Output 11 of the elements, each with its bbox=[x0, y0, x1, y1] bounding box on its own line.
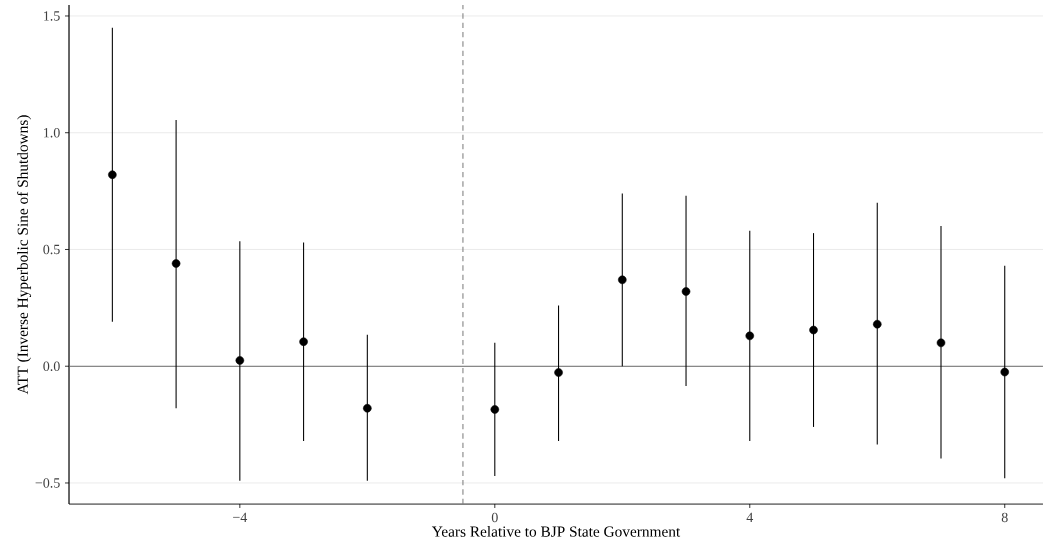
x-tick-label: 4 bbox=[746, 512, 754, 522]
y-tick-label: 0.0 bbox=[43, 361, 60, 371]
y-tick-label: 1.0 bbox=[44, 127, 60, 138]
x-tick-label: 8 bbox=[1001, 512, 1008, 523]
y-tick-label: 0.5 bbox=[43, 244, 60, 255]
x-tick-label: −4 bbox=[233, 512, 248, 522]
x-tick-label: 0 bbox=[491, 512, 498, 523]
y-tick-label: 1.5 bbox=[44, 11, 60, 21]
x-axis-title: Years Relative to BJP State Government bbox=[431, 525, 681, 537]
y-axis-title: ATT (Inverse Hyperbolic Sine of Shutdowns) bbox=[16, 115, 32, 395]
y-tick-label: −0.5 bbox=[35, 478, 60, 488]
